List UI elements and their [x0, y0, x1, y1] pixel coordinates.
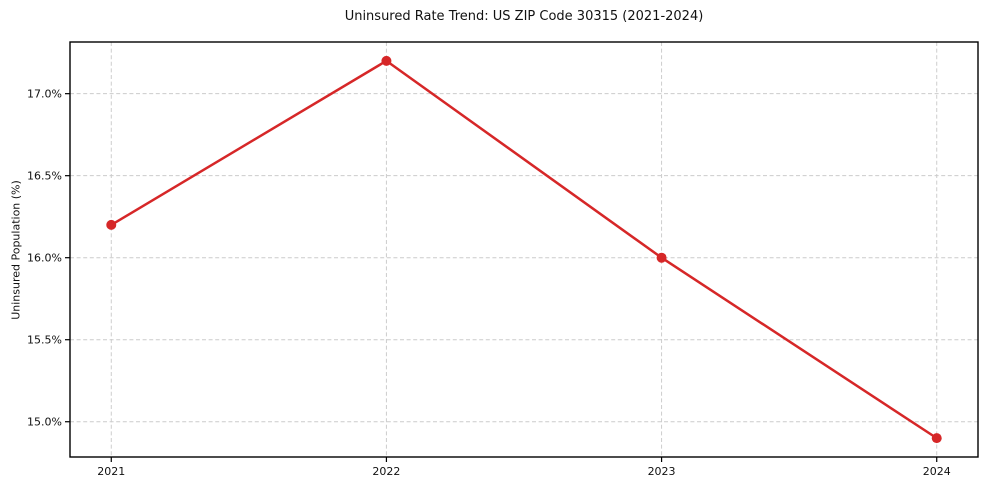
x-tick-label: 2023 — [648, 465, 676, 478]
x-tick-label: 2022 — [372, 465, 400, 478]
plot-border — [69, 41, 979, 458]
y-tick-label: 17.0% — [27, 88, 62, 101]
y-tick-label: 15.0% — [27, 416, 62, 429]
x-tick-label: 2024 — [923, 465, 951, 478]
data-point — [931, 433, 942, 444]
x-tick-label: 2021 — [97, 465, 125, 478]
y-tick-label: 16.0% — [27, 252, 62, 265]
y-tick-label: 16.5% — [27, 170, 62, 183]
data-point — [381, 55, 392, 66]
y-tick-label: 15.5% — [27, 334, 62, 347]
data-point — [106, 219, 117, 230]
trend-line — [110, 59, 938, 440]
data-point — [656, 252, 667, 263]
chart-title: Uninsured Rate Trend: US ZIP Code 30315 … — [344, 9, 704, 24]
